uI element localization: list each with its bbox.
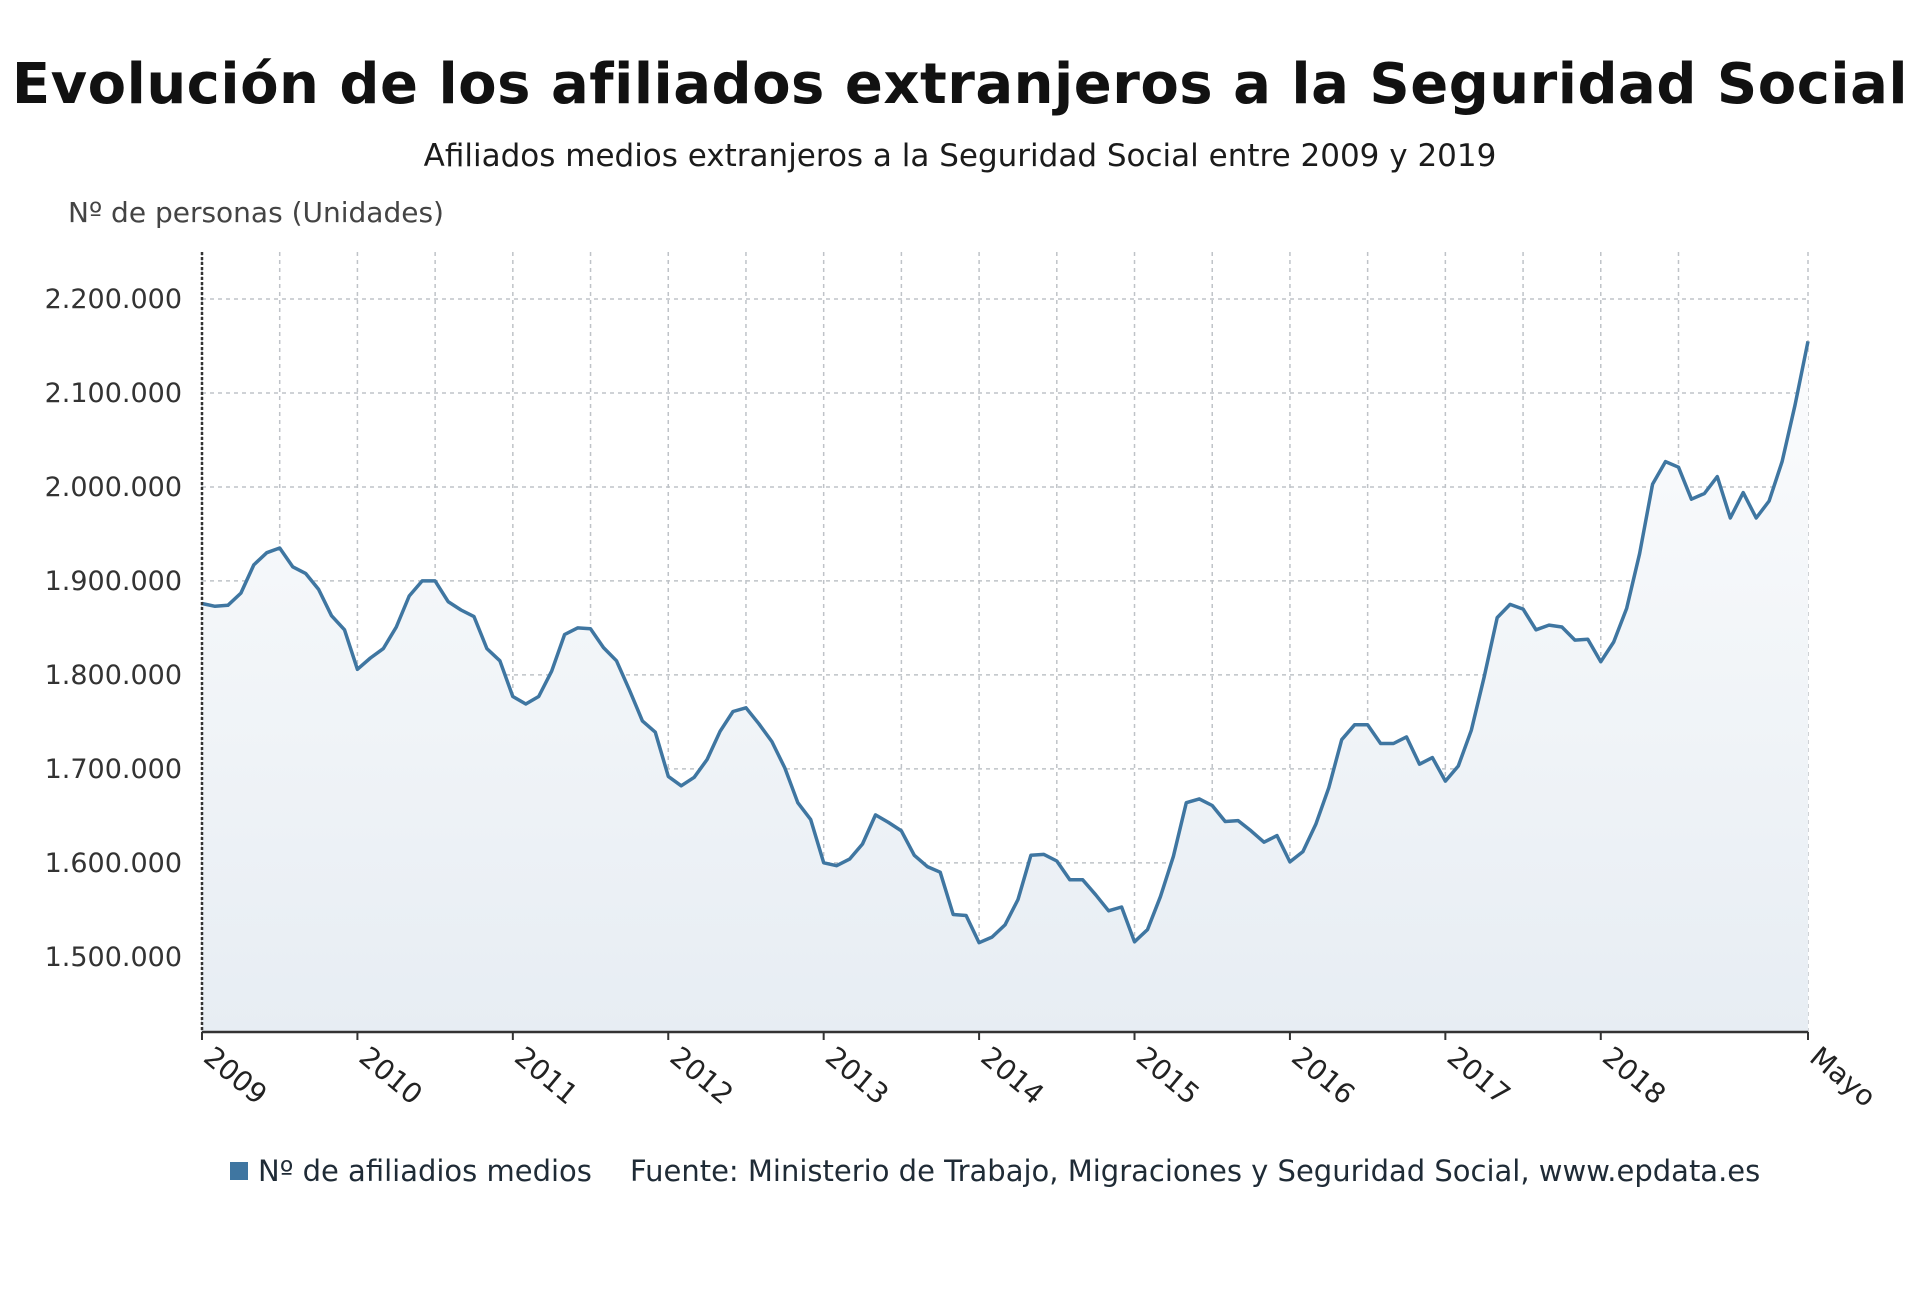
y-tick-label: 2.000.000 bbox=[45, 472, 182, 503]
source-note: Fuente: Ministerio de Trabajo, Migracion… bbox=[630, 1154, 1761, 1188]
chart-title: Evolución de los afiliados extranjeros a… bbox=[11, 52, 1909, 117]
legend-swatch bbox=[230, 1162, 248, 1180]
x-tick-label: 2014 bbox=[975, 1040, 1051, 1111]
x-tick-label: 2011 bbox=[508, 1040, 584, 1111]
y-tick-label: 2.200.000 bbox=[45, 284, 182, 315]
y-tick-label: 1.900.000 bbox=[45, 566, 182, 597]
x-tick-label: 2017 bbox=[1441, 1040, 1517, 1111]
y-tick-label: 2.100.000 bbox=[45, 378, 182, 409]
chart-subtitle: Afiliados medios extranjeros a la Seguri… bbox=[423, 138, 1497, 174]
x-tick-label: Mayo bbox=[1804, 1040, 1883, 1114]
legend-label: Nº de afiliadios medios bbox=[258, 1154, 592, 1188]
y-axis-unit-label: Nº de personas (Unidades) bbox=[68, 196, 444, 229]
x-tick-label: 2015 bbox=[1130, 1040, 1206, 1111]
legend: Nº de afiliadios medios bbox=[230, 1154, 592, 1188]
x-tick-label: 2018 bbox=[1596, 1040, 1672, 1111]
y-tick-label: 1.500.000 bbox=[45, 942, 182, 973]
x-tick-label: 2013 bbox=[819, 1040, 895, 1111]
x-tick-label: 2012 bbox=[664, 1040, 740, 1111]
x-tick-label: 2009 bbox=[198, 1040, 274, 1111]
y-tick-label: 1.800.000 bbox=[45, 660, 182, 691]
x-tick-label: 2010 bbox=[353, 1040, 429, 1111]
series-area bbox=[202, 341, 1808, 1032]
y-tick-label: 1.700.000 bbox=[45, 754, 182, 785]
x-tick-label: 2016 bbox=[1285, 1040, 1361, 1111]
series-line bbox=[201, 340, 1810, 945]
y-tick-label: 1.600.000 bbox=[45, 848, 182, 879]
